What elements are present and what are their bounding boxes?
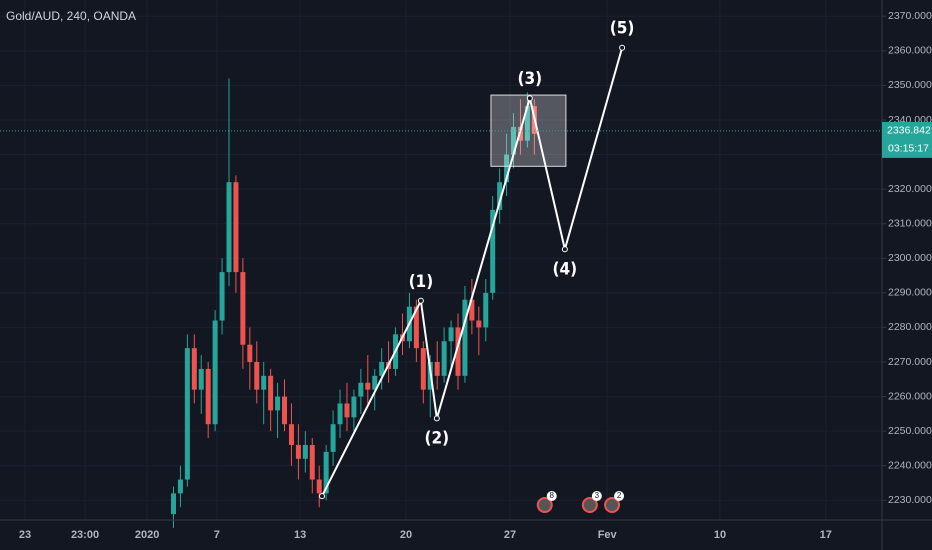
candle-body	[316, 479, 322, 494]
x-tick-label: Fev	[598, 529, 618, 541]
wave-point	[433, 415, 440, 422]
wave-point	[561, 246, 568, 253]
candle-body	[205, 368, 211, 425]
event-count: 2	[617, 491, 622, 500]
candle-body	[455, 327, 461, 376]
candle-body	[219, 272, 225, 321]
wave-label: (1)	[409, 272, 434, 292]
chart-title: Gold/AUD, 240, OANDA	[6, 9, 136, 23]
y-tick-label: 2260.000	[888, 390, 932, 402]
event-count: 3	[595, 491, 600, 500]
candle-body	[177, 479, 183, 494]
candle-body	[268, 375, 274, 411]
candle-body	[295, 444, 301, 459]
candle-body	[226, 182, 232, 273]
y-tick-label: 2310.000	[888, 217, 932, 229]
wave-point	[619, 44, 626, 51]
candle-body	[247, 344, 253, 362]
event-icon	[604, 497, 621, 513]
x-tick-label: 20	[400, 529, 412, 541]
candle-body	[441, 341, 447, 376]
y-tick-label: 2280.000	[888, 321, 932, 333]
wave-point	[417, 297, 424, 304]
x-tick-label: 23:00	[71, 529, 99, 541]
candle-body	[434, 361, 440, 376]
x-tick-label: 23	[19, 529, 31, 541]
wave-label: (4)	[553, 259, 578, 279]
y-tick-label: 2300.000	[888, 252, 932, 264]
candle-body	[483, 292, 489, 328]
candle-body	[448, 327, 454, 342]
candle-body	[413, 306, 419, 349]
candle-body	[282, 396, 288, 425]
y-tick-label: 2350.000	[888, 79, 932, 91]
wave-label: (3)	[518, 69, 543, 89]
y-tick-label: 2370.000	[888, 10, 932, 22]
y-tick-label: 2320.000	[888, 183, 932, 195]
y-tick-label: 2360.000	[888, 45, 932, 57]
x-tick-label: 13	[294, 529, 306, 541]
candle-body	[344, 403, 350, 418]
y-tick-label: 2240.000	[888, 459, 932, 471]
y-tick-label: 2290.000	[888, 287, 932, 299]
candle-body	[379, 361, 385, 376]
candle-body	[240, 272, 246, 345]
candle-body	[198, 368, 204, 390]
event-badge	[546, 491, 557, 501]
x-tick-label: 17	[820, 529, 832, 541]
event-icon	[581, 497, 598, 513]
candle-body	[191, 348, 197, 390]
candle-body	[476, 320, 482, 328]
y-tick-label: 2250.000	[888, 425, 932, 437]
candle-body	[372, 375, 378, 390]
candle-body	[365, 382, 371, 390]
wave-point	[318, 493, 325, 500]
current-price-label: 2336.842	[887, 125, 931, 137]
candle-body	[351, 396, 357, 418]
event-badge	[591, 491, 602, 501]
candle-body	[420, 348, 426, 390]
candle-body	[170, 493, 176, 515]
candle-body	[323, 451, 329, 494]
candle-body	[358, 382, 364, 397]
candle-body	[212, 320, 218, 425]
candle-body	[233, 182, 239, 273]
countdown-label: 03:15:17	[888, 143, 929, 155]
candle-body	[261, 375, 267, 390]
candle-body	[490, 209, 496, 293]
wave-label: (2)	[425, 428, 450, 448]
candle-body	[184, 348, 190, 480]
event-badge	[614, 491, 625, 501]
wave-label: (5)	[610, 19, 635, 39]
candle-body	[504, 154, 510, 183]
candle-body	[511, 126, 517, 155]
y-tick-label: 2230.000	[888, 494, 932, 506]
candle-body	[302, 444, 308, 459]
event-icon	[536, 497, 553, 513]
candle-body	[275, 396, 281, 411]
price-badge	[882, 121, 932, 158]
y-tick-label: 2270.000	[888, 356, 932, 368]
candle-body	[309, 444, 315, 480]
x-tick-label: 7	[214, 529, 220, 541]
candle-body	[497, 182, 503, 210]
event-count: 8	[550, 491, 555, 500]
wave-line	[321, 47, 624, 497]
candle-body	[524, 106, 530, 141]
x-tick-label: 2020	[135, 529, 159, 541]
x-tick-label: 27	[504, 529, 516, 541]
x-tick-label: 10	[714, 529, 726, 541]
candle-body	[462, 299, 468, 376]
candle-body	[330, 424, 336, 452]
candle-body	[469, 299, 475, 321]
candle-body	[288, 424, 294, 445]
candle-body	[337, 403, 343, 425]
candle-body	[254, 361, 260, 390]
wave-point	[526, 95, 533, 102]
